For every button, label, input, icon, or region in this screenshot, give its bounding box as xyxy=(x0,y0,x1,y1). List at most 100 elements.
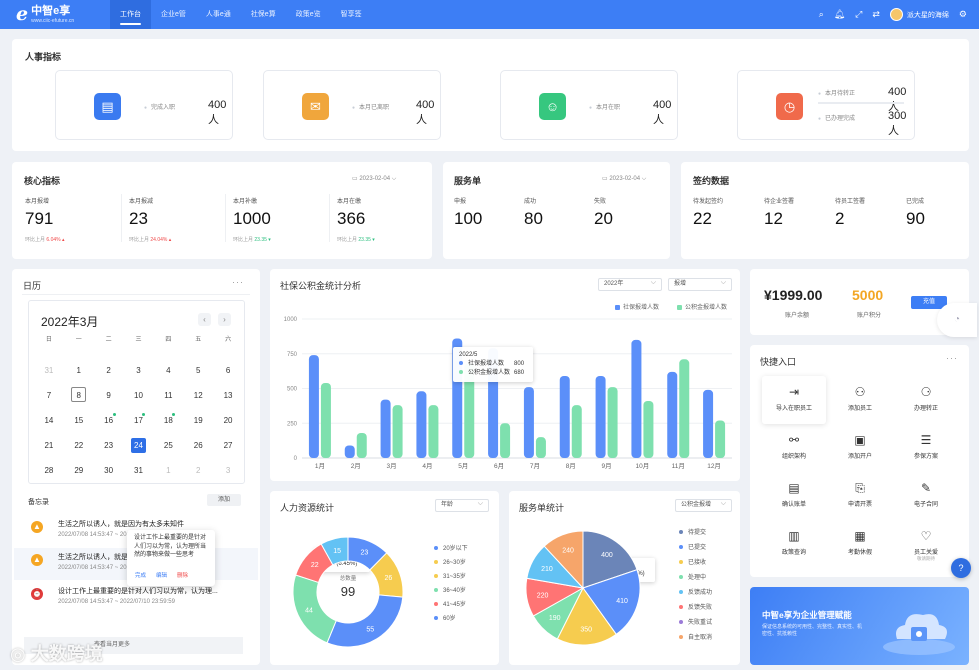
calendar-day[interactable]: 19 xyxy=(193,416,203,425)
view-more-button[interactable]: 查看当月更多 xyxy=(24,637,243,654)
kpi-card-regular: ◷ 本月待转正 400人 已办理完成 300人 xyxy=(737,70,915,140)
calendar-day[interactable]: 31 xyxy=(44,366,54,375)
avatar[interactable] xyxy=(889,8,903,21)
section-title: 核心指标 xyxy=(24,176,61,186)
quick-entry-calendar[interactable]: ▦ 考勤休假 xyxy=(828,520,892,568)
help-icon[interactable]: ? xyxy=(951,558,971,578)
memo-item[interactable]: ⏰ 设计工作上最重要的是针对人们习以为常，认为理... 2022/07/08 14:… xyxy=(14,582,258,614)
calendar-day[interactable]: 6 xyxy=(225,366,231,375)
calendar-day[interactable]: 24 xyxy=(124,433,154,458)
user-name[interactable]: 派大星的海绵 xyxy=(906,11,949,19)
nav-item-4[interactable]: 政策e览 xyxy=(295,11,321,18)
more-icon[interactable]: ··· xyxy=(946,353,958,363)
bell-icon[interactable]: 🔔︎ xyxy=(833,9,846,19)
calendar-day[interactable]: 13 xyxy=(223,391,233,400)
metric-label: 待企业签署 xyxy=(764,199,795,205)
quick-entry-import[interactable]: ⇥ 导入在职员工 xyxy=(762,376,826,424)
calendar-day[interactable]: 5 xyxy=(195,366,201,375)
metric-value: 366 xyxy=(337,209,366,228)
next-month-button[interactable]: › xyxy=(218,313,231,326)
invoice-icon: ⎘ xyxy=(855,481,865,495)
side-collapse-icon[interactable]: ◔ xyxy=(937,303,977,337)
quick-entry-account[interactable]: ▣ 添加开户 xyxy=(828,424,892,472)
recharge-button[interactable]: 充值 xyxy=(911,296,947,309)
weekday-label: 四 xyxy=(165,337,172,343)
promo-banner[interactable]: 中智e享为企业管理赋能 保证信息系统的可用性、完整性、真实性、机密性、抗抵赖性 xyxy=(750,587,969,665)
quick-entry-contract[interactable]: ✎ 电子合同 xyxy=(894,472,958,520)
calendar-day[interactable]: 25 xyxy=(163,441,173,450)
calendar-day[interactable]: 29 xyxy=(74,466,84,475)
quick-entry-plan[interactable]: ☰ 参保方案 xyxy=(894,424,958,472)
date-picker[interactable]: ▭ 2023-02-04 ⌵ xyxy=(352,176,397,182)
calendar-day[interactable]: 26 xyxy=(193,441,203,450)
nav-item-3[interactable]: 社保e算 xyxy=(250,11,276,18)
import-icon: ⇥ xyxy=(788,385,800,399)
calendar-day[interactable]: 1 xyxy=(166,466,171,475)
service-type-select[interactable]: 公积金报增 xyxy=(675,498,732,512)
calendar-day[interactable]: 16 xyxy=(94,408,124,433)
account-points: 5000 xyxy=(852,287,884,303)
calendar-day[interactable]: 3 xyxy=(225,466,231,475)
calendar-day[interactable]: 20 xyxy=(223,416,233,425)
type-select[interactable]: 报增 xyxy=(668,277,732,291)
quick-entry-care[interactable]: ♡ 员工关爱 敬请期待 xyxy=(894,520,958,568)
chart-title: 人力资源统计 xyxy=(280,503,335,513)
add-memo-button[interactable]: 添加 xyxy=(207,494,241,506)
calendar-day[interactable]: 21 xyxy=(44,441,54,450)
calendar-day[interactable]: 27 xyxy=(223,441,233,450)
calendar-day[interactable]: 8 xyxy=(64,383,94,408)
calendar-day[interactable]: 28 xyxy=(44,466,54,475)
calendar-day[interactable]: 14 xyxy=(44,416,54,425)
quick-entry-transfer[interactable]: ⚆ 办理转正 xyxy=(894,376,958,424)
service-panel: 服务单 ▭ 2023-02-04 ⌵ 申报 100 成功 80 失败 20 xyxy=(443,162,670,259)
nav-item-5[interactable]: 智享签 xyxy=(340,11,362,18)
calendar-day[interactable]: 15 xyxy=(74,416,84,425)
quick-entry-bill[interactable]: ▤ 确认账单 xyxy=(762,472,826,520)
translate-icon[interactable]: ⇄ xyxy=(872,9,880,19)
legend-item: 36~40岁 xyxy=(434,584,468,598)
date-picker[interactable]: ▭ 2023-02-04 ⌵ xyxy=(602,176,647,182)
calendar-day[interactable]: 18 xyxy=(153,408,183,433)
nav-item-2[interactable]: 人事e通 xyxy=(205,11,231,18)
calendar-day[interactable]: 23 xyxy=(104,441,114,450)
calendar-day[interactable]: 11 xyxy=(164,391,173,400)
nav-item-0[interactable]: 工作台 xyxy=(110,0,151,29)
metric-value: 12 xyxy=(764,209,783,228)
calendar-day[interactable]: 30 xyxy=(104,466,114,475)
kpi-value: 400人 xyxy=(653,99,672,126)
calendar-day[interactable]: 2 xyxy=(195,466,201,475)
calendar-day[interactable]: 10 xyxy=(134,391,143,400)
expand-icon[interactable]: ⤢ xyxy=(855,9,863,19)
edit-button[interactable]: 编辑 xyxy=(156,573,168,580)
delete-button[interactable]: 删除 xyxy=(177,573,189,580)
more-icon[interactable]: ··· xyxy=(232,277,244,287)
calendar-day[interactable]: 3 xyxy=(136,366,141,375)
kpi-label: 本月在职 xyxy=(589,102,620,111)
calendar-day[interactable]: 2 xyxy=(106,366,111,375)
memo-item[interactable]: ▲ 生活之所以诱人，就是因为有太多未知件 2022/07/08 14:53:47 ~… xyxy=(14,515,258,547)
calendar-day[interactable]: 1 xyxy=(76,366,81,375)
calendar-day[interactable]: 7 xyxy=(46,391,52,400)
calendar-day[interactable]: 31 xyxy=(134,466,143,475)
prev-month-button[interactable]: ‹ xyxy=(198,313,211,326)
calendar-day[interactable]: 12 xyxy=(193,391,203,400)
age-select[interactable]: 年龄 xyxy=(435,498,489,512)
search-icon[interactable]: ⌕ xyxy=(818,9,824,19)
settings-icon[interactable]: ⚙ xyxy=(958,9,967,19)
quick-entry-add-user[interactable]: ⚇ 添加员工 xyxy=(828,376,892,424)
calendar-day[interactable]: 17 xyxy=(124,408,154,433)
nav-item-1[interactable]: 企业e管 xyxy=(161,11,186,18)
quick-entry-policy[interactable]: ▥ 政策查询 xyxy=(762,520,826,568)
quick-entry-org[interactable]: ⚯ 组织架构 xyxy=(762,424,826,472)
calendar-day[interactable]: 9 xyxy=(106,391,111,400)
metric-value: 90 xyxy=(906,209,925,228)
calendar-day[interactable]: 4 xyxy=(166,366,171,375)
complete-button[interactable]: 完成 xyxy=(135,573,147,580)
year-select[interactable]: 2022年 xyxy=(598,277,662,291)
calendar-day[interactable]: 22 xyxy=(74,441,84,450)
quick-entry-invoice[interactable]: ⎘ 申请开票 xyxy=(828,472,892,520)
metric-label: 待员工签署 xyxy=(835,199,866,205)
add-user-icon: ⚇ xyxy=(854,385,866,399)
memo-text: 设计工作上最重要的是针对人们习以为常，认为理... xyxy=(58,588,218,595)
logo[interactable]: e 中智e享 www.ciic-efuture.cn xyxy=(16,5,104,24)
